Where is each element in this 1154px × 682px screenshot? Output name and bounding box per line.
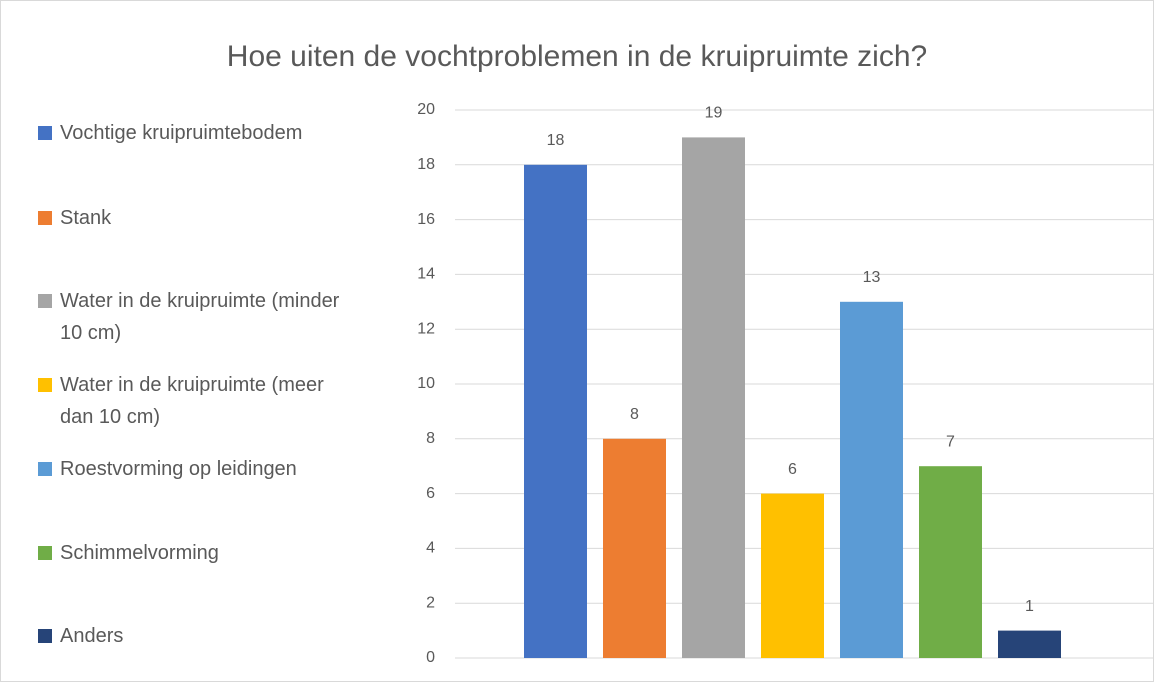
- y-tick-label: 14: [417, 266, 435, 283]
- data-label: 8: [630, 406, 639, 423]
- bar: [919, 466, 982, 658]
- legend-label: Stank: [60, 207, 112, 229]
- legend-label: Water in de kruipruimte (meer dan 10 cm): [60, 374, 324, 428]
- legend-label: Water in de kruipruimte (minder 10 cm): [60, 290, 340, 344]
- y-tick-label: 2: [426, 594, 435, 611]
- legend-swatch: [38, 462, 52, 476]
- y-tick-label: 12: [417, 320, 435, 337]
- data-label: 13: [863, 269, 881, 286]
- legend-label: Vochtige kruipruimtebodem: [60, 122, 303, 144]
- data-label: 19: [705, 105, 723, 122]
- data-label: 7: [946, 433, 955, 450]
- y-tick-label: 4: [426, 540, 435, 557]
- y-tick-label: 8: [426, 430, 435, 447]
- legend-item: Roestvorming op leidingen: [38, 453, 350, 485]
- y-tick-label: 18: [417, 156, 435, 173]
- bar: [840, 301, 903, 658]
- bar: [682, 137, 745, 658]
- data-label: 1: [1025, 598, 1034, 615]
- bar: [603, 438, 666, 658]
- legend-swatch: [38, 126, 52, 140]
- legend-swatch: [38, 211, 52, 225]
- bar: [761, 493, 824, 658]
- y-tick-label: 10: [417, 375, 435, 392]
- legend-item: Stank: [38, 202, 350, 234]
- legend-item: Water in de kruipruimte (minder 10 cm): [38, 285, 350, 349]
- legend-item: Anders: [38, 620, 350, 652]
- legend-label: Anders: [60, 625, 124, 647]
- chart-title: Hoe uiten de vochtproblemen in de kruipr…: [227, 40, 927, 73]
- bar: [524, 164, 587, 659]
- y-tick-label: 6: [426, 485, 435, 502]
- legend-item: Vochtige kruipruimtebodem: [38, 117, 350, 149]
- legend-label: Roestvorming op leidingen: [60, 458, 297, 480]
- legend-swatch: [38, 378, 52, 392]
- bar: [998, 630, 1061, 658]
- legend-swatch: [38, 546, 52, 560]
- data-label: 18: [547, 132, 565, 149]
- y-tick-label: 20: [417, 101, 435, 118]
- legend-label: Schimmelvorming: [60, 542, 219, 564]
- y-tick-label: 0: [426, 649, 435, 666]
- legend-swatch: [38, 294, 52, 308]
- data-label: 6: [788, 461, 797, 478]
- legend-item: Water in de kruipruimte (meer dan 10 cm): [38, 369, 350, 433]
- y-tick-label: 16: [417, 211, 435, 228]
- legend-item: Schimmelvorming: [38, 537, 350, 569]
- legend-swatch: [38, 629, 52, 643]
